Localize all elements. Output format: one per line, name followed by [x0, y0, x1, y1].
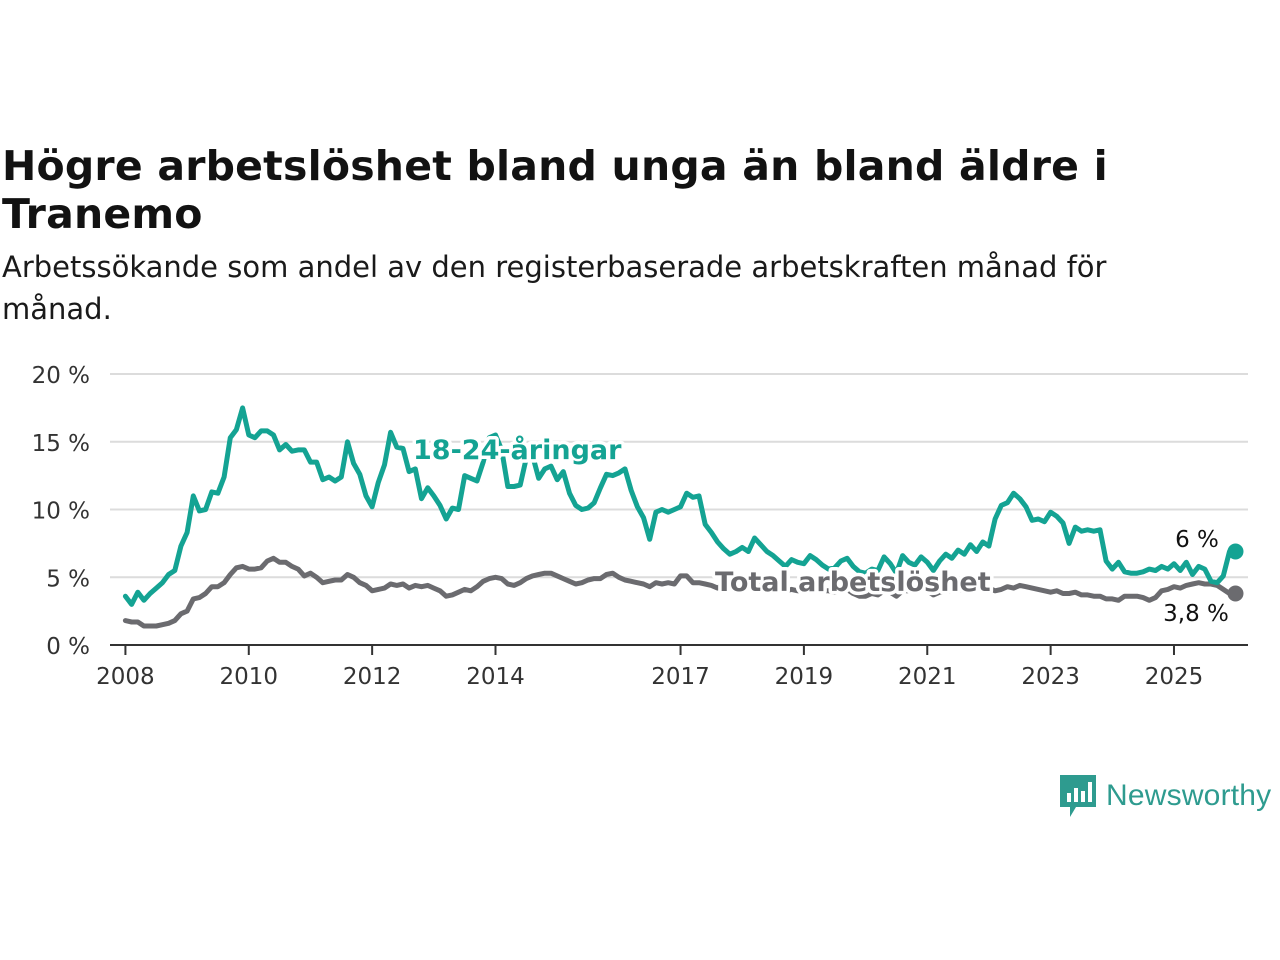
x-tick-label: 2021	[898, 664, 957, 690]
y-tick-label: 15 %	[32, 431, 90, 457]
x-tick-label: 2014	[466, 664, 525, 690]
chart-title: Högre arbetslöshet bland unga än bland ä…	[2, 142, 1108, 238]
newsworthy-logo-icon	[1060, 775, 1096, 817]
newsworthy-brand-name: Newsworthy	[1106, 779, 1272, 812]
end-label-youth: 6 %	[1175, 527, 1219, 553]
line-chart: 0 %5 %10 %15 %20 % 2008 2010 2012 2014 2017 2…	[32, 363, 1248, 690]
x-tick-label: 2017	[651, 664, 710, 690]
grid-lines	[110, 373, 1248, 579]
y-tick-label: 5 %	[46, 566, 90, 592]
y-tick-label: 10 %	[32, 499, 90, 525]
series-line-youth	[122, 405, 1232, 607]
chart-subtitle: Arbetssökande som andel av den registerb…	[2, 250, 1107, 326]
newsworthy-logo: Newsworthy	[1058, 772, 1271, 820]
series-labels: 18-24-åringar Total arbetslöshet 6 % 3,8 %	[410, 431, 1232, 630]
end-label-total: 3,8 %	[1163, 601, 1229, 627]
x-axis: 2008 2010 2012 2014 2017 2019 2021 2023 2025	[96, 644, 1248, 690]
y-tick-label: 0 %	[46, 634, 90, 660]
series-line-total	[122, 555, 1232, 629]
end-point-total	[1227, 585, 1244, 602]
x-tick-label: 2025	[1145, 664, 1204, 690]
y-axis-labels: 0 % 5 % 10 % 15 % 20 %	[32, 363, 90, 660]
series-lines	[122, 405, 1244, 629]
x-tick-label: 2023	[1021, 664, 1080, 690]
x-tick-label: 2012	[343, 664, 402, 690]
series-label-total: Total arbetslöshet	[715, 567, 991, 598]
x-tick-label: 2008	[96, 664, 155, 690]
series-label-youth: 18-24-åringar	[413, 434, 622, 466]
x-tick-label: 2010	[220, 664, 279, 690]
y-tick-label: 20 %	[32, 363, 90, 389]
end-point-youth	[1227, 543, 1244, 560]
x-tick-label: 2019	[775, 664, 834, 690]
